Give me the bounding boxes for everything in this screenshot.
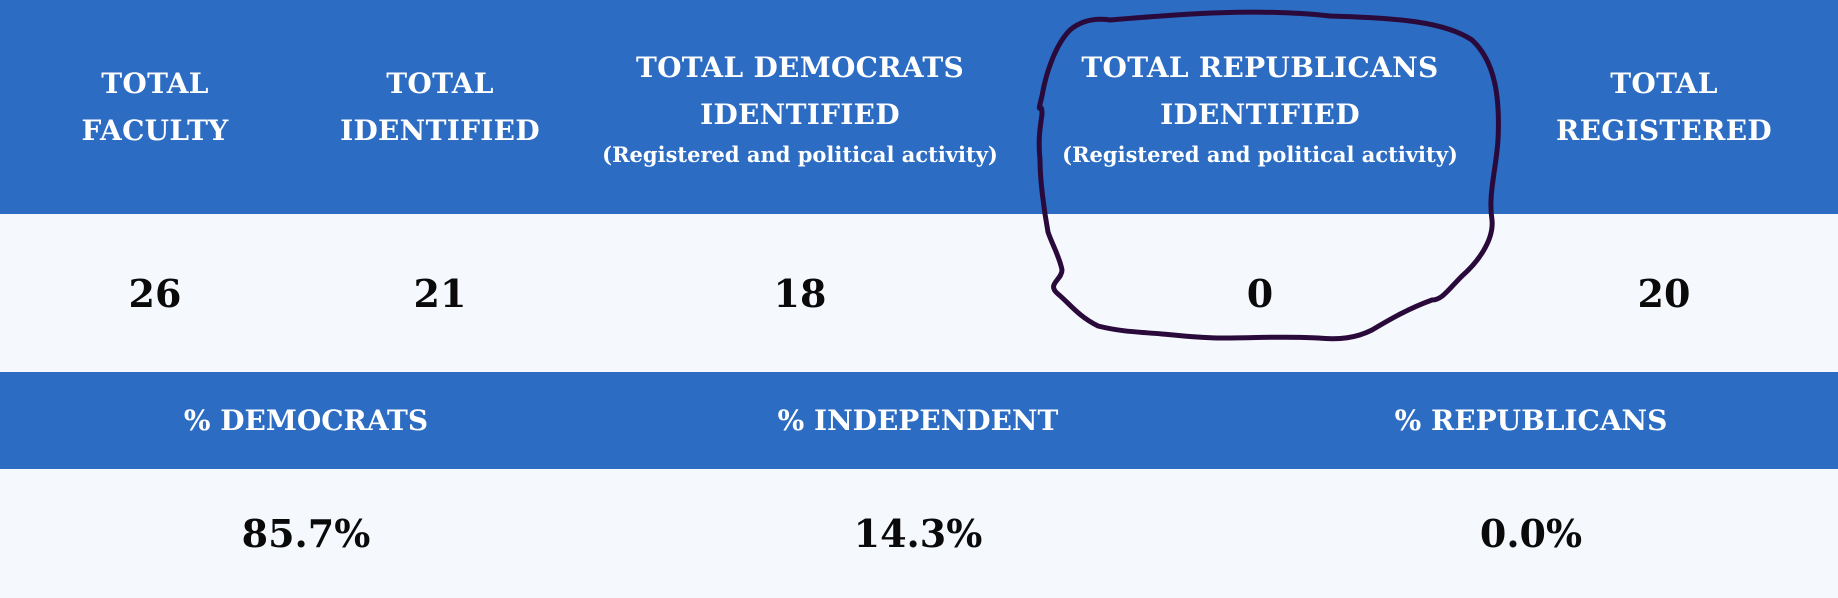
header-total-registered-line1: TOTAL bbox=[1610, 67, 1718, 100]
value-pct-republicans-text: 0.0% bbox=[1479, 511, 1583, 556]
header-total-identified: TOTAL IDENTIFIED bbox=[310, 0, 570, 214]
value-pct-democrats: 85.7% bbox=[0, 469, 612, 598]
header-total-republicans-sub: (Registered and political activity) bbox=[1062, 142, 1458, 167]
header-total-republicans-line1: TOTAL REPUBLICANS bbox=[1081, 51, 1439, 84]
header-total-registered-line2: REGISTERED bbox=[1556, 114, 1772, 147]
header-total-identified-line2: IDENTIFIED bbox=[340, 114, 540, 147]
value-total-faculty: 26 bbox=[0, 214, 310, 372]
value-total-republicans-text: 0 bbox=[1246, 270, 1274, 316]
header-total-democrats-line2: IDENTIFIED bbox=[700, 98, 900, 131]
header-total-faculty-line1: TOTAL bbox=[101, 67, 209, 100]
value-total-democrats-text: 18 bbox=[773, 270, 827, 316]
header-total-faculty-line2: FACULTY bbox=[81, 114, 229, 147]
value-pct-republicans: 0.0% bbox=[1224, 469, 1838, 598]
value-total-democrats: 18 bbox=[570, 214, 1030, 372]
header-pct-independent-text: % INDEPENDENT bbox=[777, 404, 1059, 437]
value-total-faculty-text: 26 bbox=[128, 270, 182, 316]
header-total-republicans-line2: IDENTIFIED bbox=[1160, 98, 1360, 131]
totals-header-row: TOTAL FACULTY TOTAL IDENTIFIED TOTAL DEM… bbox=[0, 0, 1838, 214]
value-total-identified-text: 21 bbox=[413, 270, 467, 316]
header-pct-independent: % INDEPENDENT bbox=[612, 372, 1224, 469]
value-total-registered: 20 bbox=[1490, 214, 1838, 372]
header-total-identified-line1: TOTAL bbox=[386, 67, 494, 100]
value-total-registered-text: 20 bbox=[1637, 270, 1691, 316]
header-total-registered: TOTAL REGISTERED bbox=[1490, 0, 1838, 214]
header-pct-democrats-text: % DEMOCRATS bbox=[183, 404, 429, 437]
header-pct-republicans-text: % REPUBLICANS bbox=[1394, 404, 1668, 437]
value-pct-independent: 14.3% bbox=[612, 469, 1224, 598]
header-pct-democrats: % DEMOCRATS bbox=[0, 372, 612, 469]
percent-value-row: 85.7% 14.3% 0.0% bbox=[0, 469, 1838, 598]
value-total-republicans: 0 bbox=[1030, 214, 1490, 372]
header-total-democrats: TOTAL DEMOCRATS IDENTIFIED (Registered a… bbox=[570, 0, 1030, 214]
header-total-democrats-sub: (Registered and political activity) bbox=[602, 142, 998, 167]
value-pct-independent-text: 14.3% bbox=[853, 511, 983, 556]
percent-header-row: % DEMOCRATS % INDEPENDENT % REPUBLICANS bbox=[0, 372, 1838, 469]
value-total-identified: 21 bbox=[310, 214, 570, 372]
totals-value-row: 26 21 18 0 20 bbox=[0, 214, 1838, 372]
header-pct-republicans: % REPUBLICANS bbox=[1224, 372, 1838, 469]
header-total-faculty: TOTAL FACULTY bbox=[0, 0, 310, 214]
header-total-democrats-line1: TOTAL DEMOCRATS bbox=[635, 51, 964, 84]
header-total-republicans: TOTAL REPUBLICANS IDENTIFIED (Registered… bbox=[1030, 0, 1490, 214]
value-pct-democrats-text: 85.7% bbox=[241, 511, 371, 556]
